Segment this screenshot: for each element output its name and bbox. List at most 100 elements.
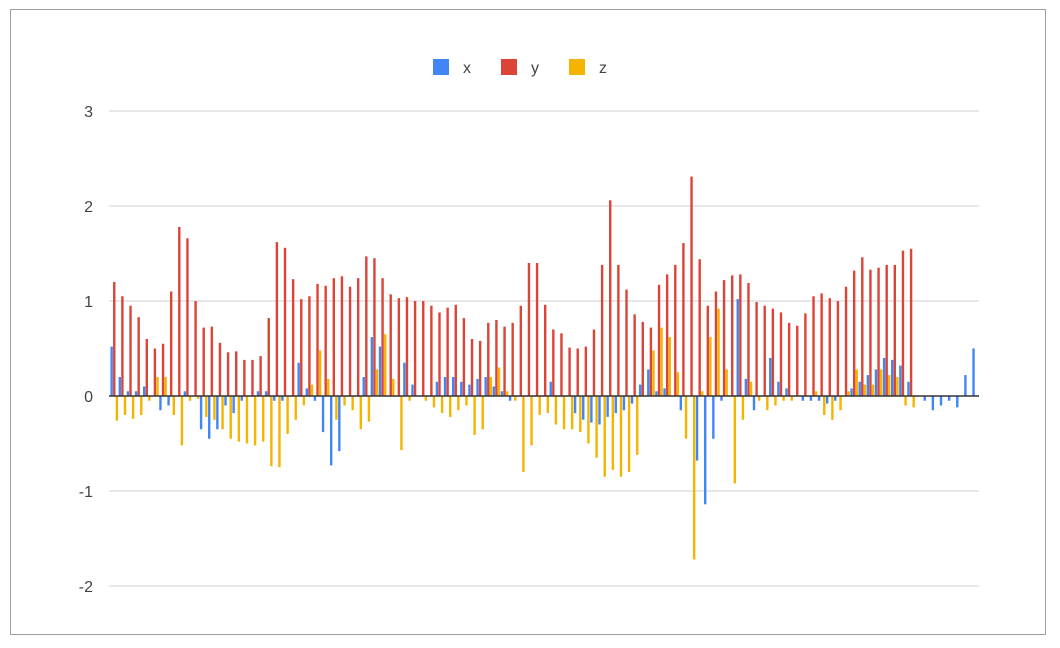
bar-x-92: [858, 381, 861, 396]
bar-z-11: [205, 396, 208, 417]
bar-z-49: [514, 396, 517, 401]
bar-z-98: [912, 396, 915, 408]
bar-z-44: [473, 396, 476, 435]
bar-x-16: [240, 396, 243, 401]
bar-x-7: [167, 396, 170, 406]
bar-x-96: [891, 359, 894, 396]
bar-z-82: [782, 396, 785, 401]
bar-y-14: [226, 352, 230, 396]
bar-x-93: [866, 375, 870, 396]
bar-y-22: [291, 279, 295, 396]
bar-y-78: [747, 282, 750, 396]
bar-x-74: [712, 396, 715, 439]
bar-y-30: [356, 278, 360, 396]
bar-z-81: [774, 396, 777, 406]
bar-x-78: [744, 378, 748, 396]
bar-z-70: [684, 396, 688, 439]
bar-x-89: [834, 396, 837, 401]
bar-y-75: [722, 280, 726, 396]
bar-y-3: [137, 317, 140, 396]
bar-x-12: [208, 396, 211, 439]
bar-z-51: [530, 396, 533, 446]
bar-z-22: [294, 396, 297, 420]
bar-x-68: [663, 388, 666, 396]
bar-y-49: [511, 322, 514, 396]
bar-x-102: [939, 396, 943, 406]
bar-z-5: [156, 377, 159, 396]
bar-z-78: [749, 381, 753, 396]
bar-z-40: [440, 396, 444, 414]
bar-x-54: [549, 381, 552, 396]
bar-x-65: [638, 384, 642, 396]
bar-x-36: [403, 362, 406, 396]
bar-y-80: [763, 305, 766, 396]
bar-x-24: [305, 388, 308, 396]
bar-y-86: [812, 296, 815, 396]
bar-z-90: [847, 391, 850, 396]
bar-y-95: [885, 264, 888, 396]
bar-x-83: [785, 388, 788, 396]
bar-y-94: [877, 267, 880, 396]
bar-z-28: [343, 396, 346, 406]
bar-x-66: [647, 369, 650, 396]
bar-z-71: [692, 396, 696, 560]
bar-z-23: [302, 396, 306, 406]
bar-x-58: [582, 396, 585, 420]
bar-z-53: [546, 396, 549, 414]
bar-y-79: [755, 301, 758, 396]
bar-x-77: [736, 299, 739, 396]
bar-y-98: [909, 248, 913, 396]
bar-z-14: [229, 396, 232, 439]
bar-y-23: [300, 299, 303, 396]
bar-y-57: [576, 348, 579, 396]
y-tick-label: -1: [79, 484, 93, 501]
bar-y-31: [365, 256, 368, 396]
bar-y-58: [584, 346, 588, 396]
bar-x-61: [606, 396, 609, 417]
y-tick-label: 2: [84, 199, 93, 216]
bar-y-42: [454, 304, 457, 396]
bar-z-64: [636, 396, 639, 455]
bar-x-81: [769, 358, 772, 396]
bar-y-44: [470, 339, 474, 396]
bar-y-41: [446, 307, 449, 396]
bar-x-100: [923, 396, 926, 401]
bar-z-61: [611, 396, 615, 471]
bar-y-67: [657, 284, 661, 396]
bar-z-91: [855, 369, 858, 396]
legend: x y z: [433, 59, 607, 77]
bar-x-19: [264, 391, 268, 396]
bar-z-58: [587, 396, 590, 444]
y-tick-label: 3: [84, 104, 93, 121]
bar-y-64: [633, 314, 636, 396]
y-tick-label: -2: [79, 579, 93, 596]
bar-z-34: [392, 378, 395, 396]
bar-x-88: [825, 396, 829, 404]
bar-z-12: [213, 396, 216, 420]
bar-y-65: [641, 321, 644, 396]
bar-y-52: [535, 263, 539, 396]
bar-x-72: [695, 396, 699, 461]
bar-y-12: [210, 326, 214, 396]
bar-z-96: [896, 377, 899, 396]
bar-z-93: [871, 384, 875, 396]
bar-y-25: [316, 283, 319, 396]
bar-z-21: [286, 396, 289, 434]
legend-swatch-z: [569, 59, 585, 75]
bar-z-29: [351, 396, 354, 411]
legend-swatch-y: [501, 59, 517, 75]
bar-z-25: [318, 350, 322, 396]
y-axis-ticks: 3 2 1 0 -1 -2: [79, 104, 93, 596]
bar-z-73: [709, 337, 712, 396]
bar-z-77: [741, 396, 745, 420]
bar-y-0: [113, 282, 116, 396]
bar-x-33: [378, 346, 382, 396]
bar-z-83: [790, 396, 793, 401]
bar-z-20: [278, 396, 281, 468]
bar-z-15: [237, 396, 241, 442]
bar-x-43: [460, 381, 463, 396]
bar-z-27: [335, 396, 338, 420]
bar-y-10: [194, 301, 197, 396]
bar-y-53: [544, 304, 547, 396]
bar-z-8: [180, 396, 184, 446]
